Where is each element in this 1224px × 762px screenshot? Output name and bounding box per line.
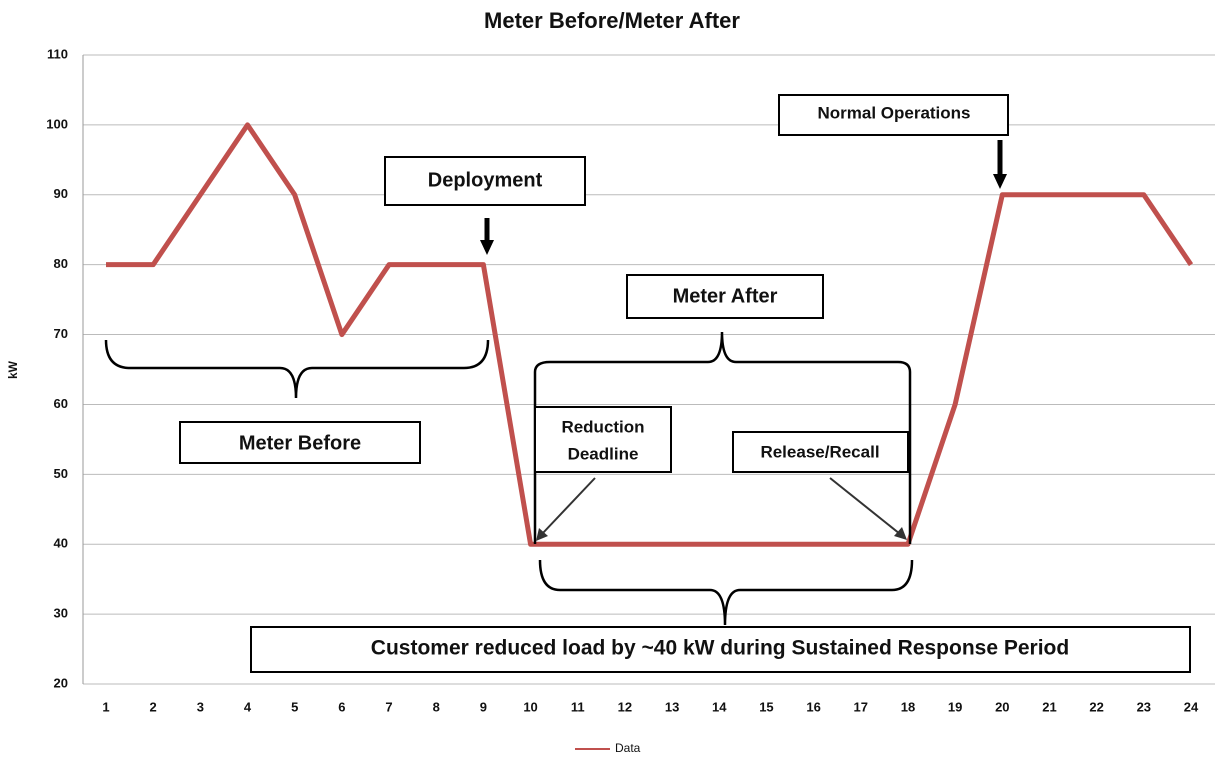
x-tick-label: 17 (854, 699, 868, 714)
x-tick-label: 15 (759, 699, 773, 714)
annotation-box (250, 626, 1191, 673)
legend-label: Data (615, 741, 641, 755)
y-tick-label: 80 (54, 256, 68, 271)
x-tick-label: 3 (197, 699, 204, 714)
chart-title: Meter Before/Meter After (484, 8, 740, 33)
brace (104, 339, 490, 399)
annotation: Meter Before (239, 432, 361, 454)
arrow-head (993, 174, 1007, 189)
x-tick-label: 20 (995, 699, 1009, 714)
x-tick-label: 1 (102, 699, 109, 714)
annotation-box (534, 406, 672, 473)
x-tick-label: 2 (150, 699, 157, 714)
y-tick-label: 70 (54, 326, 68, 341)
x-tick-label: 6 (338, 699, 345, 714)
data-line (106, 122, 1194, 547)
annotation: Reduction (561, 417, 644, 436)
annotation-box (384, 156, 586, 206)
y-tick-label: 50 (54, 466, 68, 481)
brace (538, 559, 914, 626)
x-tick-label: 10 (523, 699, 537, 714)
annotation-box (778, 94, 1009, 136)
annotation: Release/Recall (760, 442, 879, 461)
brace (533, 331, 912, 544)
annotation: Deadline (568, 444, 639, 463)
y-tick-label: 40 (54, 536, 68, 551)
x-tick-label: 13 (665, 699, 679, 714)
y-axis-label: kW (6, 360, 20, 379)
x-tick-label: 19 (948, 699, 962, 714)
annotations: Deployment Meter Before Meter After Redu… (104, 94, 1191, 673)
annotation-box (179, 421, 421, 464)
x-tick-label: 11 (571, 699, 585, 714)
y-tick-label: 100 (46, 116, 68, 131)
x-tick-label: 21 (1042, 699, 1056, 714)
arrow-head (480, 240, 494, 255)
arrow (541, 477, 596, 535)
x-tick-label: 5 (291, 699, 298, 714)
y-tick-label: 90 (54, 186, 68, 201)
x-tick-label: 7 (385, 699, 392, 714)
y-tick-label: 110 (47, 46, 68, 61)
y-tick-label: 20 (54, 675, 68, 690)
x-tick-label: 12 (618, 699, 632, 714)
annotation-box (732, 431, 909, 473)
annotation-box (626, 274, 824, 319)
annotation: Customer reduced load by ~40 kW during S… (371, 637, 1069, 660)
annotation: Deployment (428, 169, 543, 191)
x-tick-label: 22 (1089, 699, 1103, 714)
x-tick-label: 14 (712, 699, 727, 714)
x-tick-label: 4 (244, 699, 252, 714)
annotation: Meter After (673, 285, 778, 307)
x-tick-label: 9 (480, 699, 487, 714)
y-tick-label: 30 (54, 606, 68, 621)
x-tick-label: 24 (1184, 699, 1199, 714)
x-tick-label: 8 (433, 699, 440, 714)
series: Data (106, 122, 1194, 755)
x-tick-label: 23 (1137, 699, 1151, 714)
y-tick-label: 60 (54, 396, 68, 411)
x-tick-label: 16 (806, 699, 820, 714)
arrow-head (894, 527, 907, 540)
arrow-head (536, 528, 548, 541)
x-tick-label: 18 (901, 699, 915, 714)
annotation: Normal Operations (817, 103, 970, 122)
arrow (829, 477, 901, 535)
